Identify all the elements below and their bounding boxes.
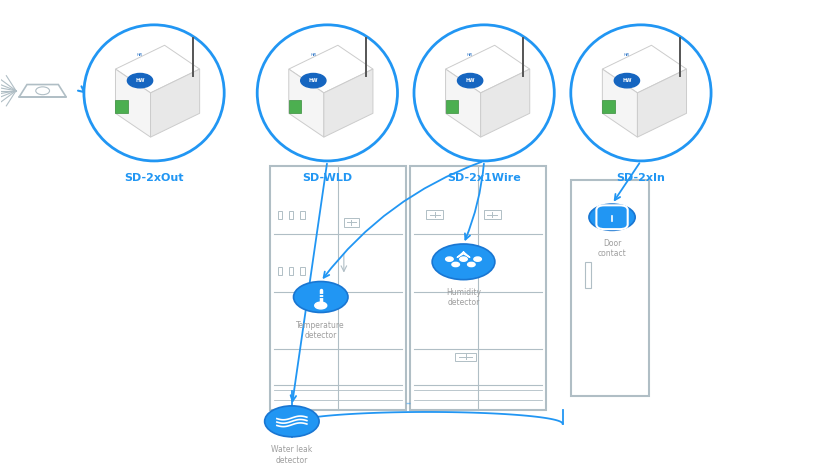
Circle shape xyxy=(467,262,475,267)
Bar xyxy=(278,267,282,276)
Polygon shape xyxy=(289,69,323,137)
Bar xyxy=(289,267,293,276)
Text: HW: HW xyxy=(310,53,316,58)
Circle shape xyxy=(473,257,480,261)
Polygon shape xyxy=(445,69,480,137)
Text: SD-2xIn: SD-2xIn xyxy=(616,173,665,183)
Bar xyxy=(584,261,590,287)
Ellipse shape xyxy=(570,25,710,161)
Polygon shape xyxy=(115,45,199,93)
Bar xyxy=(343,218,358,227)
Circle shape xyxy=(314,302,327,309)
Circle shape xyxy=(300,74,326,88)
Bar xyxy=(289,100,301,113)
Bar xyxy=(299,267,304,276)
Bar xyxy=(445,100,457,113)
Bar xyxy=(601,100,614,113)
Circle shape xyxy=(432,244,495,279)
Polygon shape xyxy=(445,45,529,93)
Bar xyxy=(278,211,282,219)
Bar xyxy=(270,166,405,410)
Text: HW: HW xyxy=(623,53,629,58)
Circle shape xyxy=(457,74,482,88)
Polygon shape xyxy=(637,69,686,137)
Ellipse shape xyxy=(84,25,224,161)
Polygon shape xyxy=(601,69,637,137)
Polygon shape xyxy=(601,45,686,93)
Ellipse shape xyxy=(257,25,397,161)
Text: SD-WLD: SD-WLD xyxy=(302,173,352,183)
Text: SD-2xOut: SD-2xOut xyxy=(124,173,184,183)
Text: Humidity
detector: Humidity detector xyxy=(446,288,480,307)
Bar xyxy=(409,166,545,410)
Bar xyxy=(455,353,476,361)
Text: HW: HW xyxy=(621,78,631,83)
Text: SD-2x1Wire: SD-2x1Wire xyxy=(447,173,520,183)
Text: HW: HW xyxy=(466,53,472,58)
Bar xyxy=(289,211,293,219)
Bar xyxy=(299,211,304,219)
Ellipse shape xyxy=(414,25,553,161)
Bar xyxy=(426,210,442,219)
Circle shape xyxy=(459,257,466,261)
Circle shape xyxy=(293,281,347,312)
Bar xyxy=(115,100,128,113)
Text: HW: HW xyxy=(136,53,143,58)
Circle shape xyxy=(445,257,452,261)
Text: Door
contact: Door contact xyxy=(597,239,626,258)
Text: Water leak
detector: Water leak detector xyxy=(271,445,312,464)
Polygon shape xyxy=(323,69,372,137)
Bar xyxy=(484,210,500,219)
Circle shape xyxy=(588,204,634,230)
Polygon shape xyxy=(480,69,529,137)
Text: HW: HW xyxy=(308,78,318,83)
Circle shape xyxy=(452,262,459,267)
Text: Temperature
detector: Temperature detector xyxy=(296,321,345,340)
Polygon shape xyxy=(115,69,151,137)
Text: HW: HW xyxy=(465,78,475,83)
Circle shape xyxy=(127,74,152,88)
Text: HW: HW xyxy=(135,78,145,83)
Circle shape xyxy=(265,406,318,437)
Circle shape xyxy=(614,74,638,88)
Polygon shape xyxy=(289,45,372,93)
Bar xyxy=(570,180,648,396)
Polygon shape xyxy=(151,69,199,137)
